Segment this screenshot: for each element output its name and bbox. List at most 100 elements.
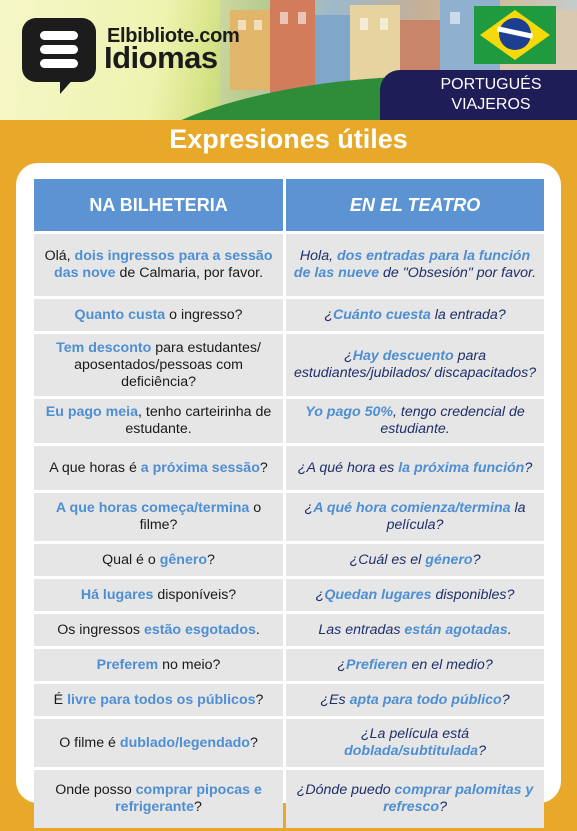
phrase-part: ? [478, 743, 486, 759]
highlighted-phrase-part: género [425, 551, 473, 568]
table-row: Tem desconto para estudantes/ aposentado… [34, 334, 544, 396]
highlighted-phrase-part: comprar palomitas y refresco [383, 782, 534, 815]
table-row: Qual é o gênero? ¿Cuál es el género? [34, 544, 544, 576]
phrase-part: Onde posso [55, 782, 136, 798]
highlighted-phrase-part: Há lugares [80, 586, 154, 603]
table-row: Olá, dois ingressos para a sessão das no… [34, 234, 544, 296]
phrase-part: ¿Es [320, 691, 350, 708]
phrase-part: ¿ [337, 656, 347, 673]
column-header-portuguese: NA BILHETERIA [34, 179, 284, 231]
highlighted-phrase-part: estão esgotados [143, 621, 256, 638]
portuguese-phrase: Quanto custa o ingresso? [34, 299, 284, 331]
phrase-table: NA BILHETERIA EN EL TEATRO Olá, dois ing… [31, 176, 547, 831]
portuguese-phrase: A que horas é a próxima sessão? [34, 446, 284, 490]
portuguese-phrase: O filme é dublado/legendado? [34, 719, 284, 767]
spanish-phrase: ¿Quedan lugares disponibles? [286, 579, 544, 611]
phrase-part: Os ingressos [57, 621, 144, 638]
highlighted-phrase-part: gênero [159, 551, 208, 568]
spanish-phrase: ¿Dónde puedo comprar palomitas y refresc… [286, 770, 544, 828]
table-row: Quanto custa o ingresso? ¿Cuánto cuesta l… [34, 299, 544, 331]
phrase-part: disponibles? [431, 586, 515, 603]
highlighted-phrase-part: dublado/legendado [119, 734, 250, 751]
phrase-part: ¿ [344, 348, 353, 364]
phrase-part: ¿Dónde puedo [296, 782, 395, 798]
phrase-part: ? [255, 691, 264, 708]
phrase-part: o ingresso? [165, 306, 243, 323]
column-header-spanish: EN EL TEATRO [286, 179, 544, 231]
phrase-part: para estudiantes/jubilados/ discapacitad… [293, 348, 537, 381]
phrase-part: o filme? [139, 500, 262, 533]
highlighted-phrase-part: Eu pago meia [45, 404, 138, 420]
portuguese-phrase: Tem desconto para estudantes/ aposentado… [34, 334, 284, 396]
brand-site: Elbibliote.com [107, 25, 240, 47]
audience-label: VIAJEROS [451, 96, 531, 113]
phrase-part: Olá, [44, 248, 75, 264]
portuguese-phrase: Onde posso comprar pipocas e refrigerant… [34, 770, 284, 828]
spanish-phrase: ¿La película está doblada/subtitulada? [286, 719, 544, 767]
phrase-part: A que horas é [49, 459, 141, 476]
table-row: Preferem no meio? ¿Prefieren en el medio? [34, 649, 544, 681]
brazil-flag-icon [474, 6, 556, 64]
phrase-part: no meio? [158, 656, 221, 673]
table-row: Eu pago meia, tenho carteirinha de estud… [34, 399, 544, 443]
highlighted-phrase-part: dois ingressos para a sessão das nove [54, 248, 273, 281]
highlighted-phrase-part: Cuánto cuesta [333, 306, 431, 323]
portuguese-phrase: Os ingressos estão esgotados. [34, 614, 284, 646]
portuguese-phrase: Há lugares disponíveis? [34, 579, 284, 611]
table-row: O filme é dublado/legendado? ¿La película… [34, 719, 544, 767]
highlighted-phrase-part: Tem desconto [56, 339, 152, 356]
spanish-phrase: ¿A qué hora es la próxima función? [286, 446, 544, 490]
spanish-phrase: ¿Es apta para todo público? [286, 684, 544, 716]
table-row: A que horas começa/termina o filme? ¿A qu… [34, 493, 544, 541]
highlighted-phrase-part: Hay descuento [352, 348, 454, 364]
spanish-phrase: Hola, dos entradas para la función de la… [286, 234, 544, 296]
phrase-part: O filme é [59, 734, 120, 751]
phrase-part: Qual é o [102, 551, 160, 568]
portuguese-phrase: Olá, dois ingressos para a sessão das no… [34, 234, 284, 296]
table-row: Onde posso comprar pipocas e refrigerant… [34, 770, 544, 828]
portuguese-phrase: Eu pago meia, tenho carteirinha de estud… [34, 399, 284, 443]
phrase-part: ¿A qué hora es [297, 459, 399, 476]
spanish-phrase: ¿A qué hora comienza/termina la película… [286, 493, 544, 541]
highlighted-phrase-part: a próxima sessão [140, 459, 260, 476]
portuguese-phrase: É livre para todos os públicos? [34, 684, 284, 716]
phrase-part: ? [194, 799, 202, 815]
portuguese-phrase: A que horas começa/termina o filme? [34, 493, 284, 541]
phrase-part: É [53, 691, 68, 708]
phrase-part: disponíveis? [153, 586, 237, 603]
phrase-part: ? [501, 691, 510, 708]
highlighted-phrase-part: comprar pipocas e refrigerante [115, 782, 262, 815]
spanish-phrase: Las entradas están agotadas. [286, 614, 544, 646]
language-label: PORTUGUÉS [440, 76, 542, 93]
portuguese-phrase: Preferem no meio? [34, 649, 284, 681]
highlighted-phrase-part: doblada/subtitulada [344, 743, 479, 759]
highlighted-phrase-part: livre para todos os públicos [67, 691, 256, 708]
spanish-phrase: ¿Cuál es el género? [286, 544, 544, 576]
phrase-part: de Calmaria, por favor. [115, 265, 264, 281]
phrase-part: ¿La película está [361, 726, 470, 742]
spanish-phrase: ¿Hay descuento para estudiantes/jubilado… [286, 334, 544, 396]
highlighted-phrase-part: A qué hora comienza/termina [313, 500, 511, 516]
phrase-part: ? [249, 734, 258, 751]
phrase-part: ¿ [315, 586, 325, 603]
phrase-part: la película? [386, 500, 526, 533]
phrase-part: . [255, 621, 260, 638]
table-row: A que horas é a próxima sessão? ¿A qué ho… [34, 446, 544, 490]
phrase-part: ¿ [304, 500, 314, 516]
highlighted-phrase-part: Quanto custa [74, 306, 166, 323]
portuguese-phrase: Qual é o gênero? [34, 544, 284, 576]
phrase-part: , tengo credencial de estudiante. [380, 404, 525, 437]
phrase-part: ? [207, 551, 215, 568]
phrase-part: para estudantes/ aposentados/pessoas com… [74, 339, 261, 390]
phrase-part: ¿ [324, 306, 334, 323]
highlighted-phrase-part: Yo pago 50% [305, 404, 394, 420]
phrase-part: Hola, [299, 248, 337, 264]
highlighted-phrase-part: están agotadas [404, 621, 508, 638]
table-row: É livre para todos os públicos? ¿Es apta … [34, 684, 544, 716]
highlighted-phrase-part: A que horas começa/termina [55, 500, 250, 516]
phrase-part: de "Obsesión" por favor. [379, 265, 537, 281]
phrase-part: Las entradas [318, 621, 405, 638]
highlighted-phrase-part: Preferem [96, 656, 159, 673]
chat-e-logo-icon [22, 18, 96, 94]
highlighted-phrase-part: la próxima función [398, 459, 525, 476]
